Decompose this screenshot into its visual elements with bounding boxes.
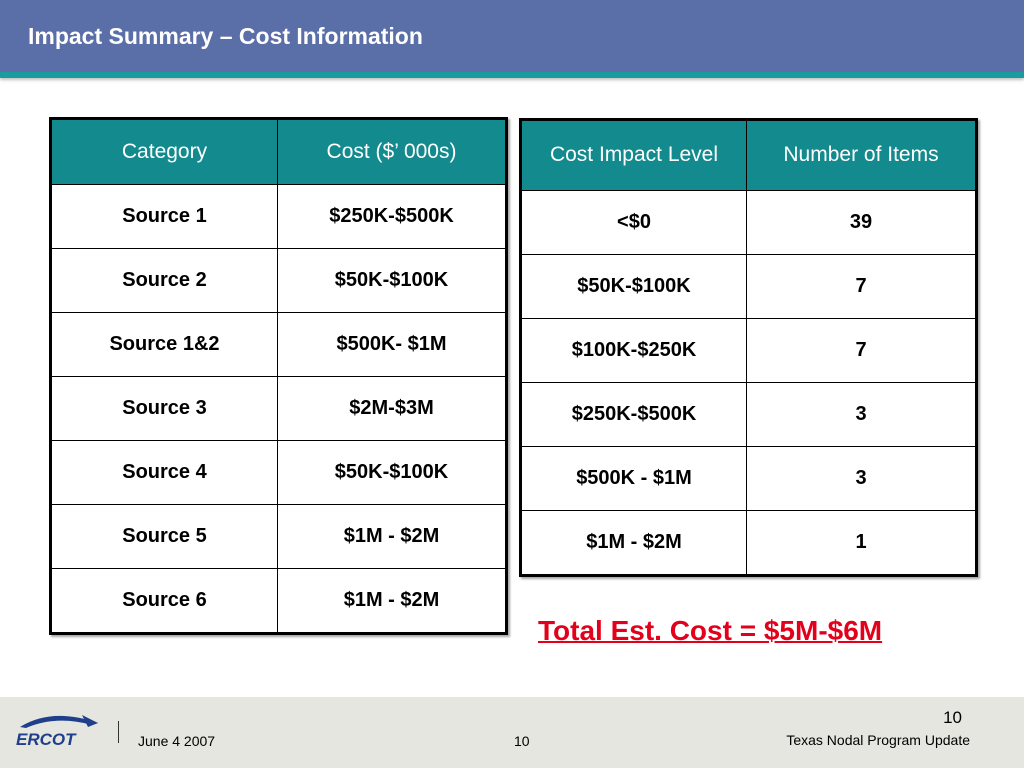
table-row: Source 1&2 $500K- $1M (50, 312, 507, 377)
table-row: Source 6 $1M - $2M (50, 568, 507, 634)
category-cell: Source 6 (50, 568, 278, 634)
category-cost-table: Category Cost ($’ 000s) Source 1 $250K-$5… (49, 117, 508, 635)
slide-number: 10 (943, 708, 962, 727)
category-cell: Source 2 (50, 248, 278, 313)
total-estimated-cost: Total Est. Cost = $5M-$6M (538, 615, 883, 646)
table-row: $500K - $1M 3 (520, 446, 977, 511)
footer-separator (118, 721, 119, 743)
table-row: Source 4 $50K-$100K (50, 440, 507, 505)
table-row: $250K-$500K 3 (520, 382, 977, 447)
ercot-logo-icon: ERCOT (16, 715, 98, 749)
category-cell: Source 1 (50, 184, 278, 249)
item-count-cell: 3 (746, 382, 977, 447)
category-cell: Source 5 (50, 504, 278, 569)
title-bar: Impact Summary – Cost Information (0, 0, 1024, 78)
column-header: Number of Items (746, 119, 977, 191)
column-header: Category (50, 118, 278, 185)
slide-title: Impact Summary – Cost Information (28, 23, 423, 49)
footer-program-name: Texas Nodal Program Update (786, 732, 970, 748)
cost-cell: $50K-$100K (277, 440, 507, 505)
ercot-logo: ERCOT (12, 709, 104, 749)
cost-cell: $50K-$100K (277, 248, 507, 313)
table-row: $100K-$250K 7 (520, 318, 977, 383)
table-header-row: Category Cost ($’ 000s) (50, 118, 507, 185)
column-header: Cost ($’ 000s) (277, 118, 507, 185)
cost-cell: $500K- $1M (277, 312, 507, 377)
footer-center-page: 10 (514, 733, 530, 749)
table-row: Source 5 $1M - $2M (50, 504, 507, 569)
column-header: Cost Impact Level (520, 119, 747, 191)
category-cell: Source 1&2 (50, 312, 278, 377)
item-count-cell: 39 (746, 190, 977, 255)
impact-level-cell: $100K-$250K (520, 318, 747, 383)
impact-level-cell: $50K-$100K (520, 254, 747, 319)
cost-cell: $1M - $2M (277, 568, 507, 634)
logo-wordmark: ERCOT (16, 730, 77, 749)
impact-level-cell: $250K-$500K (520, 382, 747, 447)
item-count-cell: 3 (746, 446, 977, 511)
table-row: $1M - $2M 1 (520, 510, 977, 576)
impact-level-cell: <$0 (520, 190, 747, 255)
impact-level-cell: $500K - $1M (520, 446, 747, 511)
table-row: Source 3 $2M-$3M (50, 376, 507, 441)
table-row: <$0 39 (520, 190, 977, 255)
category-cell: Source 3 (50, 376, 278, 441)
cost-cell: $250K-$500K (277, 184, 507, 249)
table-row: Source 1 $250K-$500K (50, 184, 507, 249)
cost-cell: $2M-$3M (277, 376, 507, 441)
cost-cell: $1M - $2M (277, 504, 507, 569)
item-count-cell: 1 (746, 510, 977, 576)
item-count-cell: 7 (746, 254, 977, 319)
table-header-row: Cost Impact Level Number of Items (520, 119, 977, 191)
category-cell: Source 4 (50, 440, 278, 505)
item-count-cell: 7 (746, 318, 977, 383)
impact-level-cell: $1M - $2M (520, 510, 747, 576)
table-row: Source 2 $50K-$100K (50, 248, 507, 313)
footer-bar: ERCOT June 4 2007 10 10 Texas Nodal Prog… (0, 697, 1024, 768)
footer-date: June 4 2007 (138, 733, 216, 749)
cost-impact-level-table: Cost Impact Level Number of Items <$0 39 … (519, 118, 978, 577)
table-row: $50K-$100K 7 (520, 254, 977, 319)
